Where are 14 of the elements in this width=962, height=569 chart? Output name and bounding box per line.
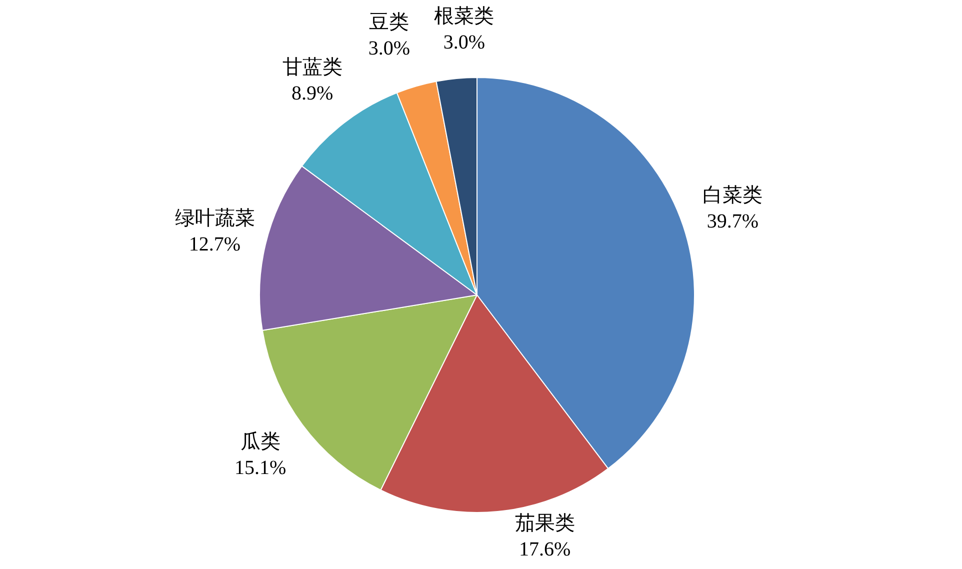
slice-label: 瓜类 xyxy=(240,430,280,453)
data-label: 39.7% xyxy=(706,210,759,232)
data-label: 3.0% xyxy=(443,31,486,54)
data-label: 8.9% xyxy=(292,82,334,105)
data-label: 3.0% xyxy=(368,37,410,60)
slice-label: 豆类 xyxy=(369,11,410,34)
slice-label: 白菜类 xyxy=(702,184,763,206)
data-label: 17.6% xyxy=(518,538,571,560)
slice-label: 甘蓝类 xyxy=(282,56,342,79)
slice-label: 绿叶蔬菜 xyxy=(174,207,255,230)
slice-label: 茄果类 xyxy=(514,512,575,534)
slice-label: 根菜类 xyxy=(434,5,494,28)
data-label: 15.1% xyxy=(234,456,286,479)
data-label: 12.7% xyxy=(188,233,241,256)
